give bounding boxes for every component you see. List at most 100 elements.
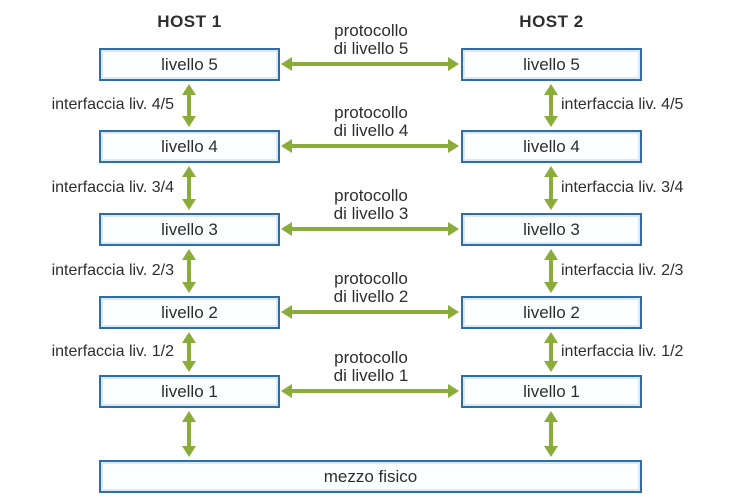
arrow-head-down	[544, 361, 558, 372]
arrow-head-left	[281, 139, 292, 153]
host1-layer5-label: livello 5	[161, 55, 218, 74]
protocol-level1-arrow-icon	[281, 384, 459, 398]
arrow-head-down	[182, 199, 196, 210]
host1-layer5-box: livello 5	[99, 48, 280, 81]
arrow-head-down	[182, 361, 196, 372]
arrow-head-right	[448, 305, 459, 319]
host1-layer1-box: livello 1	[99, 375, 280, 408]
host1-title: HOST 1	[157, 12, 222, 31]
protocol-label-line2: di livello 4	[333, 121, 409, 140]
host1-interface-2-3-arrow-icon	[182, 249, 196, 293]
arrow-head-right	[448, 139, 459, 153]
protocol-level3-label: protocollo di livello 3	[291, 187, 451, 223]
host1-medium-arrow-icon	[182, 411, 196, 457]
host2-interface-1-2-label: interfaccia liv. 1/2	[561, 343, 684, 360]
host1-interface-3-4-arrow-icon	[182, 166, 196, 210]
arrow-shaft	[187, 343, 191, 361]
host1-layer4-label: livello 4	[161, 137, 218, 156]
host2-layer3-box: livello 3	[461, 213, 642, 246]
arrow-shaft	[549, 177, 553, 199]
host1-layer3-label: livello 3	[161, 220, 218, 239]
arrow-head-up	[182, 249, 196, 260]
arrow-shaft	[292, 310, 448, 314]
protocol-level3-arrow-icon	[281, 222, 459, 236]
physical-medium-label: mezzo fisico	[323, 467, 418, 486]
host2-medium-arrow-icon	[544, 411, 558, 457]
arrow-head-down	[544, 446, 558, 457]
arrow-head-left	[281, 222, 292, 236]
protocol-label-line1: protocollo	[334, 186, 408, 205]
arrow-shaft	[187, 95, 191, 116]
protocol-label-line2: di livello 5	[333, 39, 409, 58]
protocol-level1-label: protocollo di livello 1	[291, 349, 451, 385]
protocol-level5-arrow-icon	[281, 57, 459, 71]
host2-interface-2-3-label: interfaccia liv. 2/3	[561, 262, 684, 279]
arrow-shaft	[187, 422, 191, 446]
host1-interface-4-5-label: interfaccia liv. 4/5	[51, 96, 174, 113]
arrow-shaft	[187, 177, 191, 199]
arrow-shaft	[292, 144, 448, 148]
protocol-level2-arrow-icon	[281, 305, 459, 319]
host1-layer2-box: livello 2	[99, 296, 280, 329]
host1-interface-1-2-arrow-icon	[182, 332, 196, 372]
arrow-head-up	[182, 411, 196, 422]
arrow-head-left	[281, 384, 292, 398]
protocol-label-line2: di livello 2	[333, 287, 409, 306]
host2-layer2-box: livello 2	[461, 296, 642, 329]
arrow-head-down	[544, 116, 558, 127]
host2-layer5-label: livello 5	[523, 55, 580, 74]
host1-interface-3-4-label: interfaccia liv. 3/4	[51, 179, 174, 196]
protocol-label-line1: protocollo	[334, 21, 408, 40]
arrow-head-up	[182, 166, 196, 177]
physical-medium-box: mezzo fisico	[99, 460, 642, 493]
arrow-head-right	[448, 222, 459, 236]
host1-layer4-box: livello 4	[99, 130, 280, 163]
host2-interface-3-4-label: interfaccia liv. 3/4	[561, 179, 684, 196]
arrow-head-down	[182, 446, 196, 457]
arrow-head-up	[182, 332, 196, 343]
host1-layer2-label: livello 2	[161, 303, 218, 322]
protocol-level2-label: protocollo di livello 2	[291, 270, 451, 306]
protocol-label-line1: protocollo	[334, 348, 408, 367]
host2-interface-2-3-arrow-icon	[544, 249, 558, 293]
arrow-head-down	[544, 282, 558, 293]
host2-interface-4-5-arrow-icon	[544, 84, 558, 127]
arrow-head-up	[544, 332, 558, 343]
host1-layer3-box: livello 3	[99, 213, 280, 246]
arrow-head-up	[544, 249, 558, 260]
arrow-shaft	[549, 95, 553, 116]
host2-layer5-box: livello 5	[461, 48, 642, 81]
arrow-shaft	[292, 389, 448, 393]
host2-title: HOST 2	[519, 12, 584, 31]
host1-interface-1-2-label: interfaccia liv. 1/2	[51, 343, 174, 360]
arrow-head-right	[448, 384, 459, 398]
arrow-head-up	[544, 166, 558, 177]
protocol-label-line1: protocollo	[334, 269, 408, 288]
arrow-shaft	[549, 422, 553, 446]
protocol-level5-label: protocollo di livello 5	[291, 22, 451, 58]
arrow-head-up	[544, 411, 558, 422]
arrow-head-up	[544, 84, 558, 95]
arrow-shaft	[549, 343, 553, 361]
host2-interface-3-4-arrow-icon	[544, 166, 558, 210]
protocol-label-line2: di livello 3	[333, 204, 409, 223]
arrow-head-left	[281, 57, 292, 71]
arrow-head-left	[281, 305, 292, 319]
host2-layer1-box: livello 1	[461, 375, 642, 408]
host2-layer4-label: livello 4	[523, 137, 580, 156]
protocol-level4-arrow-icon	[281, 139, 459, 153]
arrow-shaft	[292, 227, 448, 231]
host2-layer2-label: livello 2	[523, 303, 580, 322]
arrow-head-down	[182, 116, 196, 127]
arrow-shaft	[187, 260, 191, 282]
arrow-shaft	[549, 260, 553, 282]
host1-layer1-label: livello 1	[161, 382, 218, 401]
arrow-shaft	[292, 62, 448, 66]
protocol-level4-label: protocollo di livello 4	[291, 104, 451, 140]
arrow-head-down	[182, 282, 196, 293]
host2-interface-4-5-label: interfaccia liv. 4/5	[561, 96, 684, 113]
arrow-head-right	[448, 57, 459, 71]
host2-interface-1-2-arrow-icon	[544, 332, 558, 372]
arrow-head-up	[182, 84, 196, 95]
